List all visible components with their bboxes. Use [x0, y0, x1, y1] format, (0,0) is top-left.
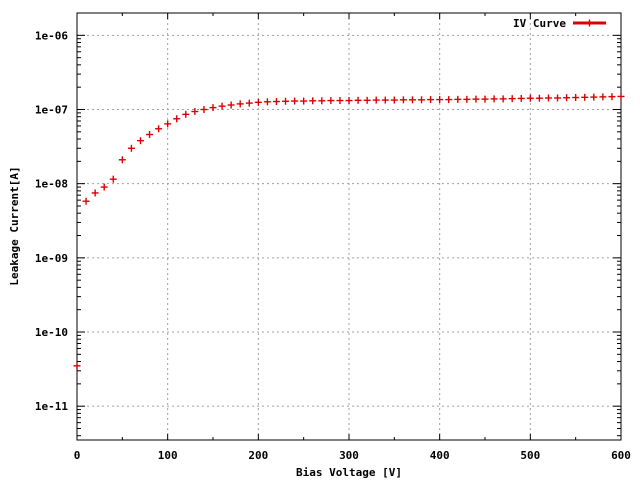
y-axis-label: Leakage Current[A] [8, 166, 21, 285]
data-point [535, 94, 543, 102]
y-tick-label: 1e-10 [35, 326, 68, 339]
data-point [82, 197, 90, 205]
data-point [209, 104, 217, 112]
x-tick-label: 400 [430, 449, 450, 462]
data-point [508, 95, 516, 103]
data-point [499, 95, 507, 103]
data-point [109, 175, 117, 183]
data-point [599, 93, 607, 101]
data-point [100, 183, 108, 191]
data-point [463, 95, 471, 103]
y-tick-label: 1e-09 [35, 252, 68, 265]
data-point [472, 95, 480, 103]
data-point [345, 97, 353, 105]
data-point [309, 97, 317, 105]
data-point [445, 96, 453, 104]
y-tick-label: 1e-07 [35, 103, 68, 116]
data-point [336, 97, 344, 105]
data-point [372, 96, 380, 104]
x-tick-label: 500 [520, 449, 540, 462]
x-tick-label: 200 [248, 449, 268, 462]
y-axis: 1e-11 1e-10 1e-09 1e-08 1e-07 1e-06 [35, 29, 621, 437]
data-point [381, 96, 389, 104]
data-point [408, 96, 416, 104]
data-point [155, 125, 163, 133]
data-point [427, 96, 435, 104]
data-point [218, 102, 226, 110]
data-point [263, 98, 271, 106]
data-point [118, 156, 126, 164]
data-point [517, 94, 525, 102]
data-point [127, 144, 135, 152]
data-point [236, 100, 244, 108]
data-point [354, 96, 362, 104]
x-tick-label: 100 [158, 449, 178, 462]
x-tick-label: 0 [74, 449, 81, 462]
data-point [164, 120, 172, 128]
data-point [291, 97, 299, 105]
grid-lines [77, 13, 621, 440]
data-point [418, 96, 426, 104]
data-point [563, 94, 571, 102]
data-point [399, 96, 407, 104]
legend-label: IV Curve [513, 17, 566, 30]
y-tick-label: 1e-08 [35, 178, 68, 191]
x-axis: 0 100 200 300 400 500 600 [74, 13, 631, 462]
data-point [436, 96, 444, 104]
data-point [554, 94, 562, 102]
data-point [173, 115, 181, 123]
data-point [318, 97, 326, 105]
y-tick-label: 1e-06 [35, 29, 68, 42]
data-point [245, 99, 253, 107]
data-point [146, 131, 154, 139]
legend: IV Curve [513, 17, 606, 30]
data-point [282, 97, 290, 105]
y-tick-label: 1e-11 [35, 400, 68, 413]
x-tick-label: 600 [611, 449, 631, 462]
data-point [390, 96, 398, 104]
data-point [544, 94, 552, 102]
data-point [73, 362, 81, 370]
data-point [254, 98, 262, 106]
data-point [490, 95, 498, 103]
data-point [200, 105, 208, 113]
data-point [91, 189, 99, 197]
data-point [300, 97, 308, 105]
data-point [327, 97, 335, 105]
data-point [136, 137, 144, 145]
data-point [608, 93, 616, 101]
data-point [617, 92, 625, 100]
data-point [572, 94, 580, 102]
data-point [454, 95, 462, 103]
x-tick-label: 300 [339, 449, 359, 462]
data-point [581, 93, 589, 101]
data-point [526, 94, 534, 102]
data-point [227, 101, 235, 109]
data-point [272, 98, 280, 106]
data-point [481, 95, 489, 103]
data-point [363, 96, 371, 104]
plot-area-frame [76, 12, 622, 441]
x-axis-label: Bias Voltage [V] [296, 466, 402, 479]
data-point [191, 107, 199, 115]
data-point [590, 93, 598, 101]
data-point [182, 110, 190, 118]
data-points [73, 92, 625, 370]
